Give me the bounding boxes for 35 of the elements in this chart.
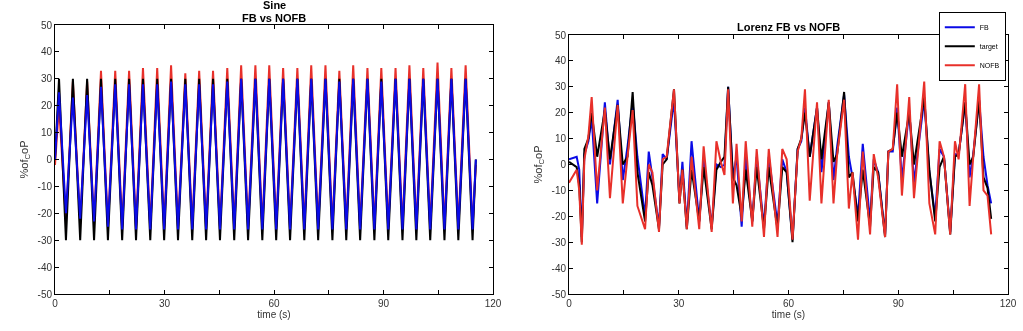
x-axis-title: time (s) [257,309,291,320]
y-tick-label: -20 [37,207,53,219]
x-tick-label: 90 [892,298,905,309]
y-tick-label: 40 [554,55,567,67]
y-tick-label: 10 [554,133,567,145]
y-tick-label: -30 [551,236,567,248]
x-tick-label: 120 [484,298,502,309]
y-tick-label: -30 [37,234,53,246]
y-tick-label: 30 [554,81,567,93]
y-tick-label: -40 [551,262,567,274]
y-tick-label: -20 [551,210,567,222]
y-tick-label: -50 [551,288,567,300]
y-tick-label: 10 [40,127,53,139]
y-tick-label: -10 [551,184,567,196]
y-tick-label: -40 [37,261,53,273]
y-tick-label: -50 [37,288,53,300]
y-tick-label: 0 [560,159,567,170]
y-tick-label: 50 [554,29,567,41]
x-tick-label: 30 [158,298,171,309]
chart-subtitle: FB vs NOFB [242,12,307,24]
x-tick-label: 60 [268,298,280,309]
chart-title: Lorenz FB vs NOFB [737,21,841,33]
y-tick-label: -10 [37,180,53,192]
y-tick-label: 40 [40,46,53,58]
x-axis-title: time (s) [771,309,806,320]
x-tick-label: 90 [377,298,390,309]
chart-title: Sine [263,0,287,11]
y-tick-label: 20 [554,107,567,119]
x-tick-label: 60 [782,298,795,309]
y-tick-label: 50 [40,19,53,31]
y-tick-label: 30 [40,73,53,85]
y-tick-label: 20 [40,100,53,112]
x-tick-label: 120 [999,298,1017,309]
x-tick-label: 30 [673,298,685,309]
y-tick-label: 0 [46,154,53,165]
